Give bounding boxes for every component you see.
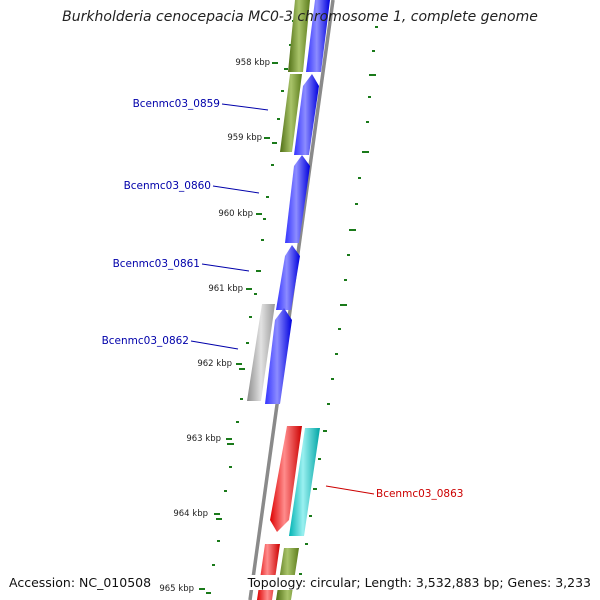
cds-reverse[interactable] bbox=[257, 544, 280, 600]
olive-feature[interactable] bbox=[276, 548, 299, 600]
feature-track bbox=[247, 0, 330, 600]
kbp-tick-mark bbox=[246, 288, 252, 290]
kbp-tick-mark bbox=[236, 363, 242, 365]
callout-line bbox=[201, 263, 250, 272]
kbp-label: 958 kbp bbox=[235, 58, 270, 68]
map-title: Burkholderia cenocepacia MC0-3 chromosom… bbox=[62, 9, 538, 25]
callout-line bbox=[212, 185, 260, 194]
gene-label[interactable]: Bcenmc03_0862 bbox=[102, 335, 189, 347]
accession-label: Accession: NC_010508 bbox=[8, 575, 153, 590]
gene-label[interactable]: Bcenmc03_0861 bbox=[113, 258, 200, 270]
gene-label[interactable]: Bcenmc03_0860 bbox=[124, 180, 211, 192]
cds-forward[interactable] bbox=[285, 155, 310, 243]
kbp-label: 960 kbp bbox=[218, 209, 253, 219]
gene-label[interactable]: Bcenmc03_0859 bbox=[133, 98, 220, 110]
kbp-label: 961 kbp bbox=[208, 284, 243, 294]
callout-line bbox=[325, 485, 375, 495]
cds-forward[interactable] bbox=[306, 0, 330, 72]
callout-line bbox=[190, 340, 239, 350]
cds-reverse[interactable] bbox=[270, 426, 302, 532]
olive-feature[interactable] bbox=[280, 74, 302, 152]
olive-feature[interactable] bbox=[288, 0, 310, 72]
cds-forward[interactable] bbox=[294, 74, 319, 155]
kbp-label: 965 kbp bbox=[159, 584, 194, 594]
kbp-label: 964 kbp bbox=[173, 509, 208, 519]
kbp-label: 963 kbp bbox=[186, 434, 221, 444]
gene-callouts: Bcenmc03_0859 Bcenmc03_0860 Bcenmc03_0861 B… bbox=[102, 98, 464, 500]
kbp-label: 962 kbp bbox=[197, 359, 232, 369]
callout-line bbox=[221, 103, 269, 111]
gray-feature[interactable] bbox=[247, 304, 275, 401]
gene-label[interactable]: Bcenmc03_0863 bbox=[376, 488, 463, 500]
cyan-feature[interactable] bbox=[289, 428, 320, 536]
kbp-label: 959 kbp bbox=[227, 133, 262, 143]
cds-forward[interactable] bbox=[265, 308, 292, 404]
kbp-tick-mark bbox=[199, 588, 205, 590]
kbp-tick-mark bbox=[214, 513, 220, 515]
cds-forward[interactable] bbox=[276, 245, 300, 310]
gc-skew-plot bbox=[206, 20, 378, 594]
kbp-tick-mark bbox=[264, 137, 270, 139]
kbp-tick-mark bbox=[226, 438, 232, 440]
kbp-ticks: 958 kbp 959 kbp 960 kbp 961 kbp 962 kbp 963 k… bbox=[159, 58, 278, 594]
kbp-tick-mark bbox=[272, 62, 278, 64]
kbp-tick-mark bbox=[256, 213, 262, 215]
genome-summary: Topology: circular; Length: 3,532,883 bp… bbox=[246, 575, 592, 590]
